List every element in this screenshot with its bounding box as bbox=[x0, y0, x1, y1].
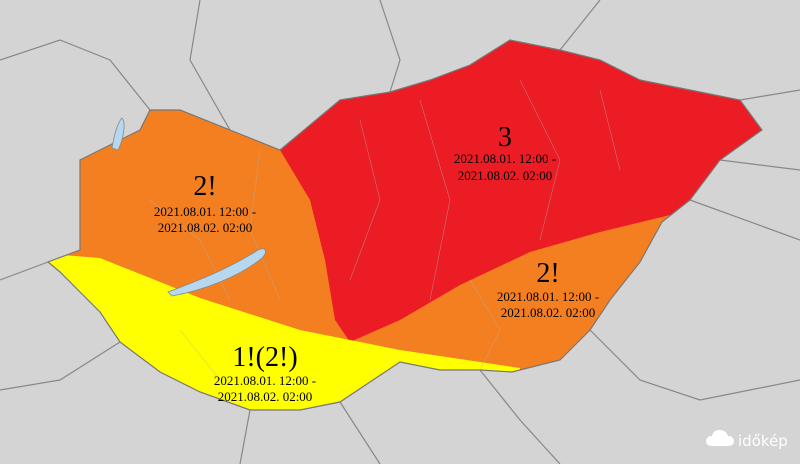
zone-time-to: 2021.08.02. 02:00 bbox=[158, 220, 253, 235]
hungary-outline bbox=[46, 39, 763, 411]
logo-text: időkép bbox=[738, 432, 788, 450]
zone-time-to: 2021.08.02. 02:00 bbox=[458, 168, 553, 183]
zone-level: 3 bbox=[498, 122, 512, 153]
lake-ferto bbox=[111, 117, 125, 151]
zone-level: 2! bbox=[193, 171, 216, 202]
zone-level: 1!(2!) bbox=[232, 342, 297, 373]
county-borders bbox=[149, 79, 621, 381]
lake-balaton bbox=[167, 248, 266, 297]
logo-icon bbox=[706, 430, 734, 446]
zone-yellow bbox=[48, 250, 520, 410]
zone-time-to: 2021.08.02. 02:00 bbox=[501, 305, 596, 320]
zone-time-from: 2021.08.01. 12:00 - bbox=[497, 289, 599, 304]
zone-time-from: 2021.08.01. 12:00 - bbox=[454, 151, 556, 166]
zone-level: 2! bbox=[536, 258, 559, 289]
zone-time-to: 2021.08.02. 02:00 bbox=[218, 389, 313, 404]
logo: időkép bbox=[706, 430, 788, 450]
zone-time-from: 2021.08.01. 12:00 - bbox=[154, 204, 256, 219]
zone-time-from: 2021.08.01. 12:00 - bbox=[214, 373, 316, 388]
